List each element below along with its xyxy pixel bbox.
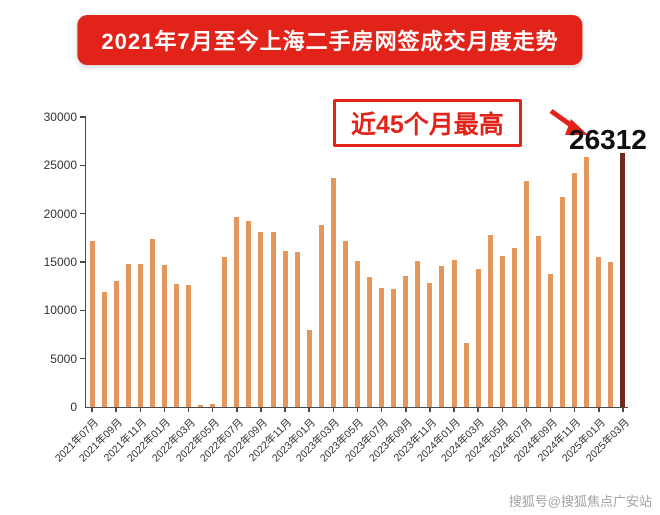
- y-tick-mark: [80, 116, 86, 118]
- bar: [536, 235, 541, 407]
- bar: [415, 261, 421, 407]
- chart-title: 2021年7月至今上海二手房网签成交月度走势: [101, 29, 559, 54]
- y-tick-mark: [80, 309, 86, 312]
- bar: [198, 405, 204, 407]
- bar: [451, 260, 457, 407]
- bar: [89, 240, 95, 407]
- bar: [137, 263, 143, 407]
- bar: [149, 238, 155, 407]
- bar: [125, 263, 131, 407]
- y-tick-label: 20000: [43, 206, 77, 221]
- y-tick-mark: [80, 212, 86, 215]
- bar: [330, 177, 336, 407]
- x-tick-mark: [163, 407, 166, 412]
- peak-annotation-label: 近45个月最高: [351, 111, 504, 139]
- bar: [560, 197, 566, 407]
- bar: [499, 256, 505, 407]
- bar: [342, 240, 348, 407]
- bar: [210, 404, 216, 407]
- y-tick-label: 5000: [50, 351, 77, 366]
- y-tick-label: 10000: [43, 303, 77, 318]
- bar: [258, 232, 264, 407]
- peak-annotation-box: 近45个月最高: [333, 99, 522, 147]
- y-tick-label: 30000: [43, 110, 77, 124]
- bar: [584, 156, 590, 407]
- bar: [439, 265, 445, 407]
- peak-value: 26312: [569, 124, 647, 155]
- bar: [427, 283, 433, 407]
- bar: [161, 264, 167, 407]
- x-tick-mark: [622, 407, 624, 412]
- x-tick-mark: [260, 407, 262, 412]
- x-tick-mark: [187, 407, 190, 412]
- bar: [318, 225, 324, 407]
- bar: [222, 257, 228, 407]
- bar-chart-plot-area: 0 5000 10000 15000 20000 25000 30000 2021年07月 20…: [44, 110, 632, 465]
- x-tick-mark: [501, 407, 504, 412]
- x-tick-mark: [284, 407, 286, 412]
- x-tick-mark: [453, 407, 455, 412]
- bar: [367, 277, 373, 407]
- annotation-arrow-icon: [549, 108, 588, 135]
- x-tick-mark: [356, 407, 359, 412]
- bar: [523, 180, 529, 407]
- chart-title-banner: 2021年7月至今上海二手房网签成交月度走势: [77, 15, 583, 65]
- x-tick-mark: [115, 407, 117, 412]
- y-tick-mark: [80, 164, 86, 167]
- bar: [234, 216, 240, 407]
- bar: [596, 257, 602, 407]
- bar: [306, 329, 312, 407]
- x-tick-mark: [477, 407, 479, 412]
- bar: [403, 275, 409, 407]
- bar: [487, 234, 493, 407]
- x-tick-mark: [91, 407, 93, 412]
- bar: [379, 288, 385, 407]
- x-tick-mark: [525, 407, 528, 412]
- y-tick-label: 15000: [43, 255, 77, 269]
- bar: [548, 273, 554, 407]
- bar: [270, 232, 276, 407]
- bar: [294, 252, 300, 407]
- x-tick-mark: [380, 407, 383, 412]
- x-tick-mark: [405, 407, 407, 412]
- bar: [246, 221, 252, 407]
- y-tick-label: 0: [70, 400, 77, 414]
- x-tick-mark: [429, 407, 431, 412]
- x-tick-mark: [139, 407, 142, 412]
- bar: [101, 291, 107, 407]
- x-tick-mark: [549, 407, 552, 412]
- bar: [475, 268, 481, 407]
- x-tick-mark: [236, 407, 238, 412]
- bar: [620, 152, 626, 407]
- bar: [355, 261, 360, 407]
- y-tick-mark: [80, 261, 86, 263]
- bar: [608, 262, 614, 407]
- bar: [113, 281, 119, 407]
- x-tick-mark: [332, 407, 335, 412]
- bar: [511, 248, 517, 407]
- x-tick-mark: [211, 407, 214, 412]
- x-tick-mark: [308, 407, 310, 412]
- x-tick-mark: [573, 407, 576, 412]
- y-tick-mark: [80, 357, 86, 360]
- bar: [463, 343, 469, 407]
- x-tick-mark: [598, 407, 600, 412]
- bar: [186, 285, 192, 407]
- bar: [282, 251, 288, 407]
- y-tick-label: 25000: [43, 158, 77, 173]
- bar: [391, 289, 397, 407]
- bar: [572, 173, 578, 407]
- bar: [174, 284, 179, 407]
- watermark-text: 搜狐号@搜狐焦点广安站: [508, 494, 652, 509]
